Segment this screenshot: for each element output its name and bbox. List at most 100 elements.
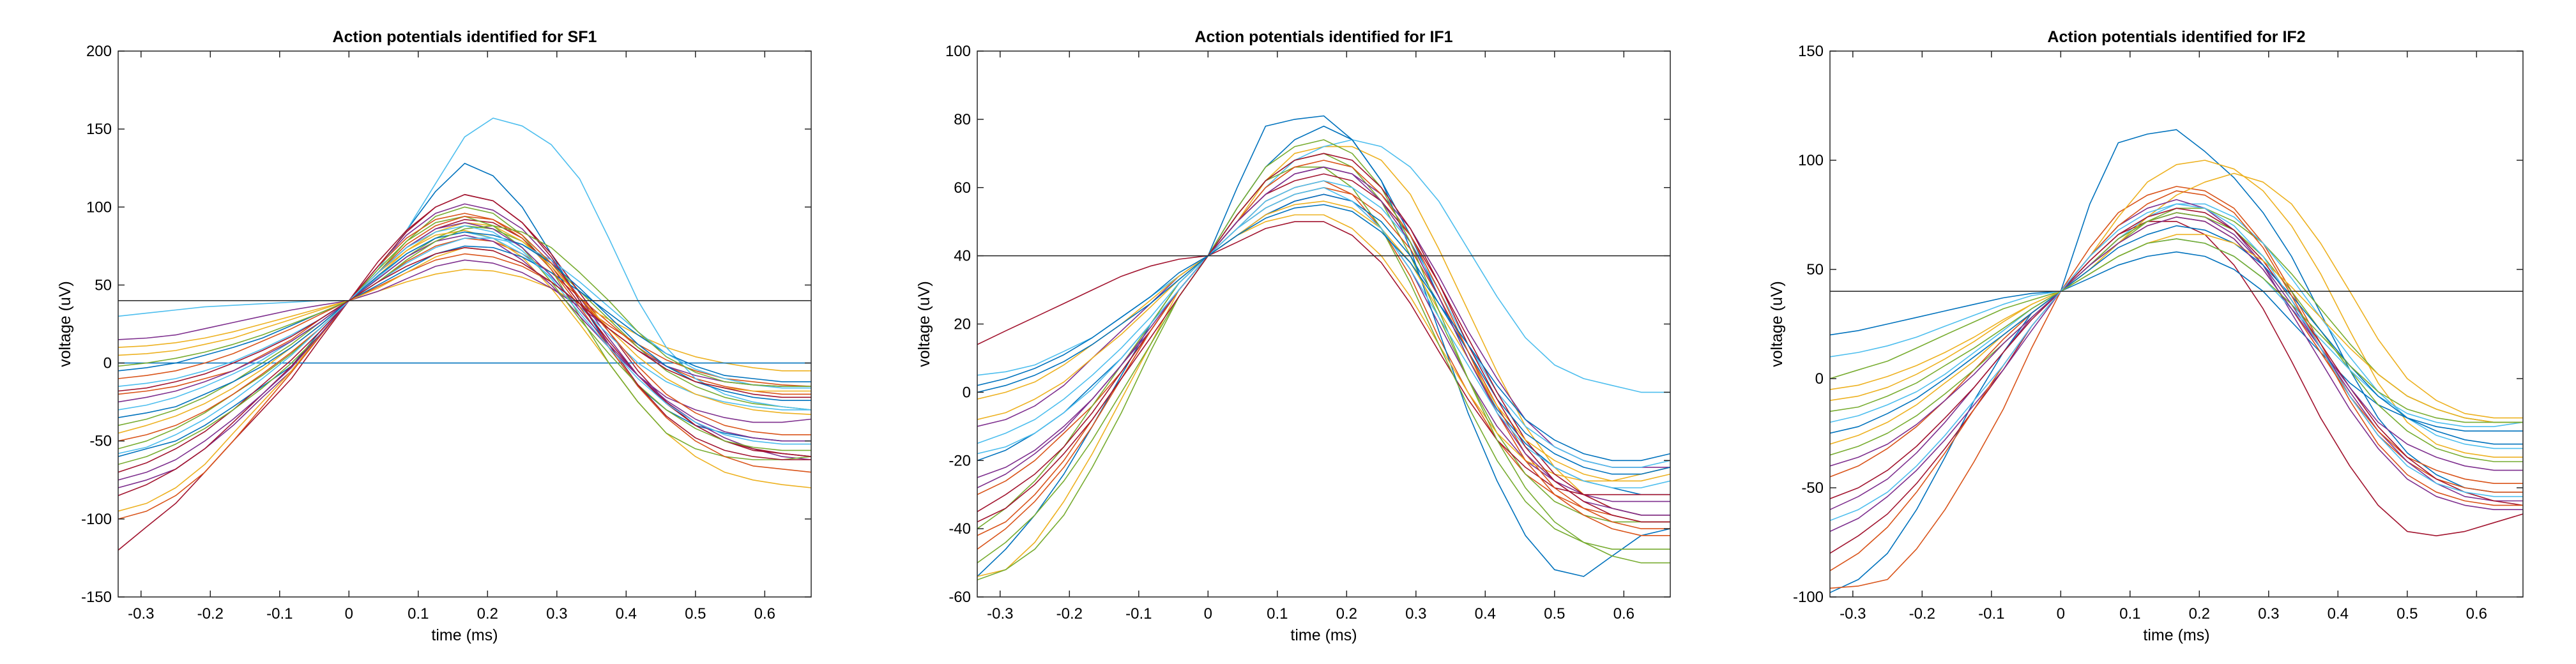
y-tick-label: 150 (86, 121, 112, 138)
waveform-line (1830, 190, 2523, 571)
x-tick-label: 0.3 (1405, 605, 1426, 622)
chart-title: Action potentials identified for SF1 (333, 28, 597, 46)
y-tick-label: 50 (1806, 261, 1824, 278)
waveform-line (1830, 129, 2523, 593)
waveform-line (977, 139, 1670, 581)
waveform-line (977, 153, 1670, 523)
waveform-line (118, 225, 811, 388)
x-tick-label: 0.5 (2397, 605, 2418, 622)
waveform-line (118, 230, 811, 512)
x-tick-label: 0.2 (477, 605, 498, 622)
x-axis-label: time (ms) (431, 626, 498, 644)
waveform-line (118, 193, 811, 496)
chart-title: Action potentials identified for IF2 (2047, 28, 2305, 46)
waveform-line (1830, 216, 2523, 471)
x-tick-label: 0 (2057, 605, 2065, 622)
x-tick-label: 0 (345, 605, 353, 622)
waveform-line (118, 117, 811, 411)
y-axis-label: voltage (uV) (915, 281, 933, 367)
y-tick-label: 50 (95, 276, 112, 294)
waveform-line (977, 193, 1670, 475)
x-tick-label: 0 (1204, 605, 1212, 622)
plot-area (1830, 51, 2523, 597)
y-tick-label: 100 (945, 43, 971, 60)
y-tick-label: 0 (103, 355, 112, 372)
y-tick-label: 20 (954, 316, 971, 333)
waveform-line (977, 186, 1670, 488)
x-tick-label: 0.4 (2328, 605, 2349, 622)
waveform-line (1830, 203, 2523, 522)
waveform-line (118, 269, 811, 372)
waveform-line (1830, 199, 2523, 532)
y-tick-label: -50 (1801, 479, 1824, 497)
waveform-line (977, 173, 1670, 516)
waveform-line (1830, 225, 2523, 445)
waveform-line (1830, 207, 2523, 506)
y-axis-label: voltage (uV) (56, 281, 74, 367)
x-tick-label: 0.1 (1267, 605, 1288, 622)
waveform-line (977, 204, 1670, 462)
waveform-line (118, 234, 811, 423)
y-tick-label: -60 (949, 589, 971, 606)
waveform-line (1830, 234, 2523, 423)
x-tick-label: -0.3 (987, 605, 1013, 622)
x-axis-label: time (ms) (1290, 626, 1357, 644)
y-tick-label: 150 (1798, 43, 1824, 60)
y-axis-label: voltage (uV) (1768, 281, 1786, 367)
x-tick-label: 0.2 (1336, 605, 1357, 622)
y-tick-label: 100 (86, 199, 112, 216)
x-tick-label: 0.3 (2258, 605, 2279, 622)
x-tick-label: 0.6 (754, 605, 775, 622)
series-group (977, 115, 1670, 581)
waveform-line (1830, 172, 2523, 419)
chart-title: Action potentials identified for IF1 (1194, 28, 1452, 46)
waveform-line (1830, 238, 2523, 423)
y-tick-label: 100 (1798, 152, 1824, 169)
waveform-line (118, 246, 811, 398)
waveform-line (118, 222, 811, 481)
x-tick-label: 0.5 (685, 605, 706, 622)
y-tick-label: 200 (86, 43, 112, 60)
y-tick-label: 80 (954, 111, 971, 128)
y-tick-label: 0 (963, 384, 971, 401)
series-group (118, 117, 811, 551)
waveform-line (977, 125, 1670, 577)
y-tick-label: -20 (949, 452, 971, 469)
y-tick-label: -100 (1793, 589, 1824, 606)
chart-if1: -0.3 -0.2 -0.1 0 0.1 0.2 0.3 0.4 0.5 0.6 -60 -40 -20… (915, 28, 1671, 644)
x-tick-label: 0.6 (2466, 605, 2487, 622)
waveform-line (118, 259, 811, 388)
chart-sf1: -0.3 -0.2 -0.1 0 0.1 0.2 0.3 0.4 0.5 0.6 -150 -100 -… (56, 28, 812, 644)
waveform-line (118, 253, 811, 387)
y-tick-label: 0 (1815, 370, 1824, 388)
y-tick-label: -150 (81, 589, 112, 606)
x-tick-label: 0.4 (1475, 605, 1496, 622)
waveform-line (118, 213, 811, 520)
x-axis-label: time (ms) (2143, 626, 2209, 644)
x-tick-label: -0.2 (1056, 605, 1083, 622)
x-tick-label: -0.2 (1909, 605, 1935, 622)
axes-box (118, 50, 812, 598)
x-tick-label: 0.5 (1544, 605, 1565, 622)
x-tick-label: 0.6 (1613, 605, 1635, 622)
x-tick-label: 0.4 (616, 605, 637, 622)
series-group (1830, 129, 2523, 593)
y-tick-label: 40 (954, 248, 971, 265)
plot-area (977, 51, 1670, 597)
x-tick-label: -0.3 (1840, 605, 1866, 622)
plot-area (118, 51, 811, 597)
x-tick-label: -0.1 (1978, 605, 2004, 622)
x-tick-label: -0.1 (1125, 605, 1152, 622)
waveform-line (1830, 212, 2523, 462)
x-tick-label: -0.2 (197, 605, 224, 622)
waveform-line (977, 200, 1670, 482)
waveform-line (977, 180, 1670, 468)
waveform-line (1830, 220, 2523, 554)
y-tick-label: -100 (81, 511, 112, 528)
axes-box (1829, 50, 2524, 598)
x-tick-label: -0.3 (128, 605, 154, 622)
x-tick-label: 0.3 (546, 605, 567, 622)
chart-if2: -0.3 -0.2 -0.1 0 0.1 0.2 0.3 0.4 0.5 0.6 -100 -50 0 5… (1768, 28, 2524, 644)
waveform-line (118, 245, 811, 382)
